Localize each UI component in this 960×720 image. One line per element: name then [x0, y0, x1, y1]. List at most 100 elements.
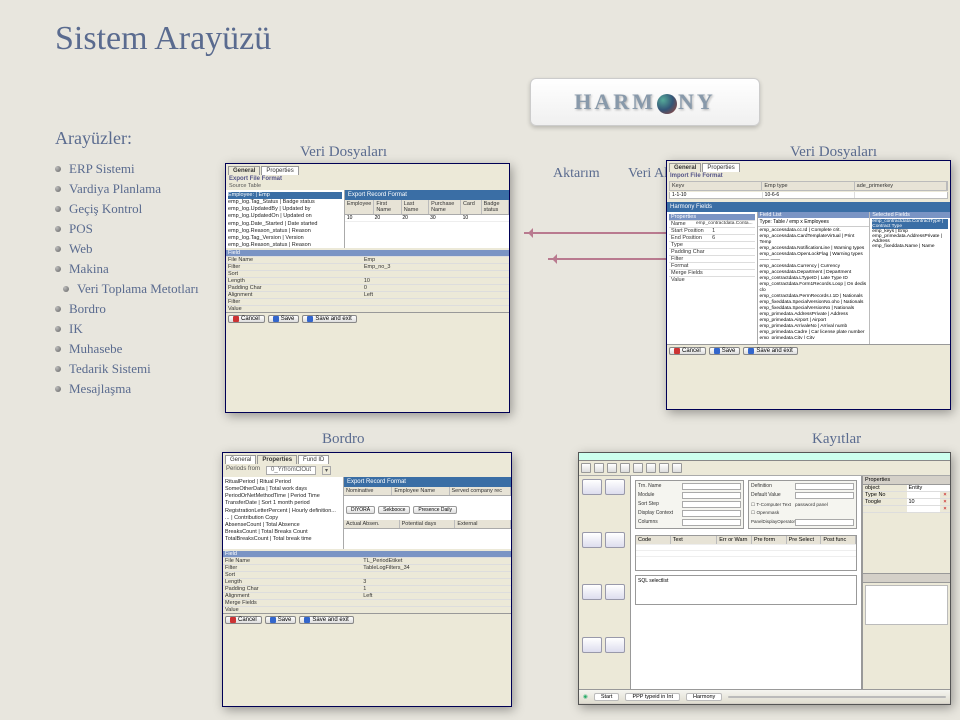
- list-item[interactable]: emp_fixeddata.SpecialVersionNo | Nationa…: [760, 306, 868, 312]
- save-button[interactable]: Save: [709, 347, 741, 355]
- palette-item[interactable]: [605, 584, 625, 600]
- window-export-1[interactable]: General Properties Export File Format So…: [225, 163, 510, 413]
- grid-title: Export Record Format: [345, 190, 509, 200]
- label-aktarim: Aktarım: [553, 166, 600, 182]
- list-item[interactable]: emp_log.Tag_Status | Badge status: [228, 199, 342, 206]
- toolbar-button[interactable]: [581, 463, 591, 473]
- designer-canvas[interactable]: Trn. Name Module Sort Step Display Conte…: [631, 476, 862, 689]
- sidebar-item: Geçiş Kontrol: [55, 199, 225, 219]
- palette-item[interactable]: [605, 637, 625, 653]
- list-item[interactable]: AbsenseCount | Total Absence: [225, 522, 341, 529]
- tab[interactable]: Properties: [702, 163, 739, 172]
- toolbar-button[interactable]: [633, 463, 643, 473]
- cancel-button[interactable]: Cancel: [228, 315, 265, 323]
- list-item[interactable]: emp_log.UpdatedBy | Updated by: [228, 206, 342, 213]
- save-exit-button[interactable]: Save and exit: [299, 616, 353, 624]
- list-item[interactable]: emp_contractdata.Form1Records.Loop | On …: [760, 282, 868, 294]
- cancel-button[interactable]: Cancel: [225, 616, 262, 624]
- grid-button[interactable]: Presence Daily: [413, 506, 457, 514]
- text-input[interactable]: [682, 519, 741, 526]
- list-item[interactable]: TransferDate | Sort 1 month period: [225, 500, 341, 507]
- toolbar-button[interactable]: [672, 463, 682, 473]
- label-veri-al: Veri Al: [628, 166, 668, 182]
- list-item[interactable]: Employee: | Emp: [228, 192, 342, 199]
- cancel-button[interactable]: Cancel: [669, 347, 706, 355]
- text-input[interactable]: [795, 519, 854, 526]
- toolbar-button[interactable]: [620, 463, 630, 473]
- palette-item[interactable]: [605, 479, 625, 495]
- designer-table[interactable]: Code Text Err or Warn Pre form Pre Selec…: [635, 535, 857, 571]
- text-input[interactable]: [795, 492, 854, 499]
- toolbar-button[interactable]: [594, 463, 604, 473]
- list-item[interactable]: PeriodOrNetMethodTime | Period Time: [225, 493, 341, 500]
- tab[interactable]: Properties: [261, 166, 298, 175]
- delete-icon[interactable]: ×: [940, 506, 950, 512]
- save-button[interactable]: Save: [268, 315, 300, 323]
- field-panes: Field List Type: Table / emp x Employees…: [758, 212, 950, 344]
- selected-fields[interactable]: emp_contractdata.ContractType | Contract…: [870, 218, 950, 250]
- list-item[interactable]: SomeOtherData | Total work days: [225, 486, 341, 493]
- grid-header-2: Actual Absen. Potential days External: [344, 520, 511, 529]
- props-grid: File NameTL_PeriodEtiket FilterTableLogF…: [223, 557, 511, 613]
- toolbar-button[interactable]: [646, 463, 656, 473]
- tab[interactable]: General: [225, 455, 256, 464]
- list-item[interactable]: RitualPeriod | Ritual Period: [225, 479, 341, 486]
- tab[interactable]: Properties: [257, 455, 297, 464]
- source-field-list[interactable]: RitualPeriod | Ritual Period SomeOtherDa…: [223, 477, 344, 549]
- palette-item[interactable]: [605, 532, 625, 548]
- window-import-1[interactable]: General Properties Import File Format Ke…: [666, 160, 951, 410]
- window-footer: Cancel Save Save and exit: [223, 613, 511, 626]
- palette-item[interactable]: [582, 532, 602, 548]
- form-group-1: Trn. Name Module Sort Step Display Conte…: [635, 480, 744, 529]
- text-input[interactable]: [682, 501, 741, 508]
- text-input[interactable]: [795, 483, 854, 490]
- palette-item[interactable]: [582, 637, 602, 653]
- list-item[interactable]: emp_fixeddata.SpecialVersionNo.oho | Nat…: [760, 300, 868, 306]
- props-grid: File NameEmp FilterEmp_no_3 Sort Length1…: [226, 256, 509, 312]
- tab[interactable]: General: [669, 163, 701, 172]
- toolbar-button[interactable]: [607, 463, 617, 473]
- delete-icon[interactable]: ×: [940, 499, 950, 505]
- list-item[interactable]: emp_primedata.City | City: [760, 336, 868, 339]
- tab[interactable]: Fund ID: [298, 455, 329, 464]
- sql-panel[interactable]: SQL selectlist: [635, 575, 857, 605]
- list-item[interactable]: TotalBreaksCount | Total break time: [225, 536, 341, 543]
- text-input[interactable]: [682, 510, 741, 517]
- list-item[interactable]: emp_contractdata.PermRecords.I.1D | Nati…: [760, 294, 868, 300]
- harmony-fields-bar: Harmony Fields: [667, 202, 950, 212]
- toolbar-button[interactable]: [659, 463, 669, 473]
- list-item[interactable]: emp_log.Reason_status | Reason: [228, 228, 342, 235]
- save-exit-button[interactable]: Save and exit: [743, 347, 797, 355]
- list-item[interactable]: RegistrationLetterPercent | Hourly defin…: [225, 508, 341, 515]
- window-bordro[interactable]: General Properties Fund ID Periods from0…: [222, 452, 512, 707]
- list-item[interactable]: ... | Contribution Copy: [225, 515, 341, 522]
- source-field-list[interactable]: Employee: | Emp emp_log.Tag_Status | Bad…: [226, 190, 345, 248]
- list-item[interactable]: emp_log.Reason_status | Reason: [228, 242, 342, 248]
- window-kayitlar[interactable]: Trn. Name Module Sort Step Display Conte…: [578, 452, 951, 705]
- props-header: Properties: [863, 476, 950, 485]
- list-item[interactable]: emp_log.UpdatedOn | Updated on: [228, 213, 342, 220]
- field-list[interactable]: emp_accessdata.cc.Id | Complete crit.emp…: [758, 227, 870, 339]
- save-button[interactable]: Save: [265, 616, 297, 624]
- list-item[interactable]: BreaksCount | Total Breaks Count: [225, 529, 341, 536]
- list-item[interactable]: emp_fixeddata.Name | Name: [872, 244, 948, 249]
- list-item[interactable]: emp_contractdata.ContractType | Contract…: [872, 219, 948, 229]
- grid-button[interactable]: DIYORA: [346, 506, 375, 514]
- list-item[interactable]: emp_log.Tag_Version | Version: [228, 235, 342, 242]
- text-input[interactable]: [682, 483, 741, 490]
- grid-button[interactable]: Sekbooce: [378, 506, 410, 514]
- list-item[interactable]: emp_primedata.Cadre | Car license plate …: [760, 330, 868, 336]
- list-item[interactable]: emp_accessdata.Department | Department: [760, 270, 868, 276]
- sidebar-item: IK: [55, 319, 225, 339]
- text-input[interactable]: [682, 492, 741, 499]
- palette-item[interactable]: [582, 479, 602, 495]
- status-seg[interactable]: Start: [594, 693, 620, 701]
- grid-header: Nominative Employee Name Served company …: [344, 487, 511, 496]
- tab[interactable]: General: [228, 166, 260, 175]
- palette-item[interactable]: [582, 584, 602, 600]
- list-item[interactable]: emp_primedata.AddressPrivate | Address: [872, 234, 948, 244]
- list-item[interactable]: emp_accessdata.CardTemplateVirtual | Pri…: [760, 234, 868, 246]
- delete-icon[interactable]: ×: [940, 492, 950, 498]
- list-item[interactable]: emp_log.Date_Started | Date started: [228, 221, 342, 228]
- save-exit-button[interactable]: Save and exit: [302, 315, 356, 323]
